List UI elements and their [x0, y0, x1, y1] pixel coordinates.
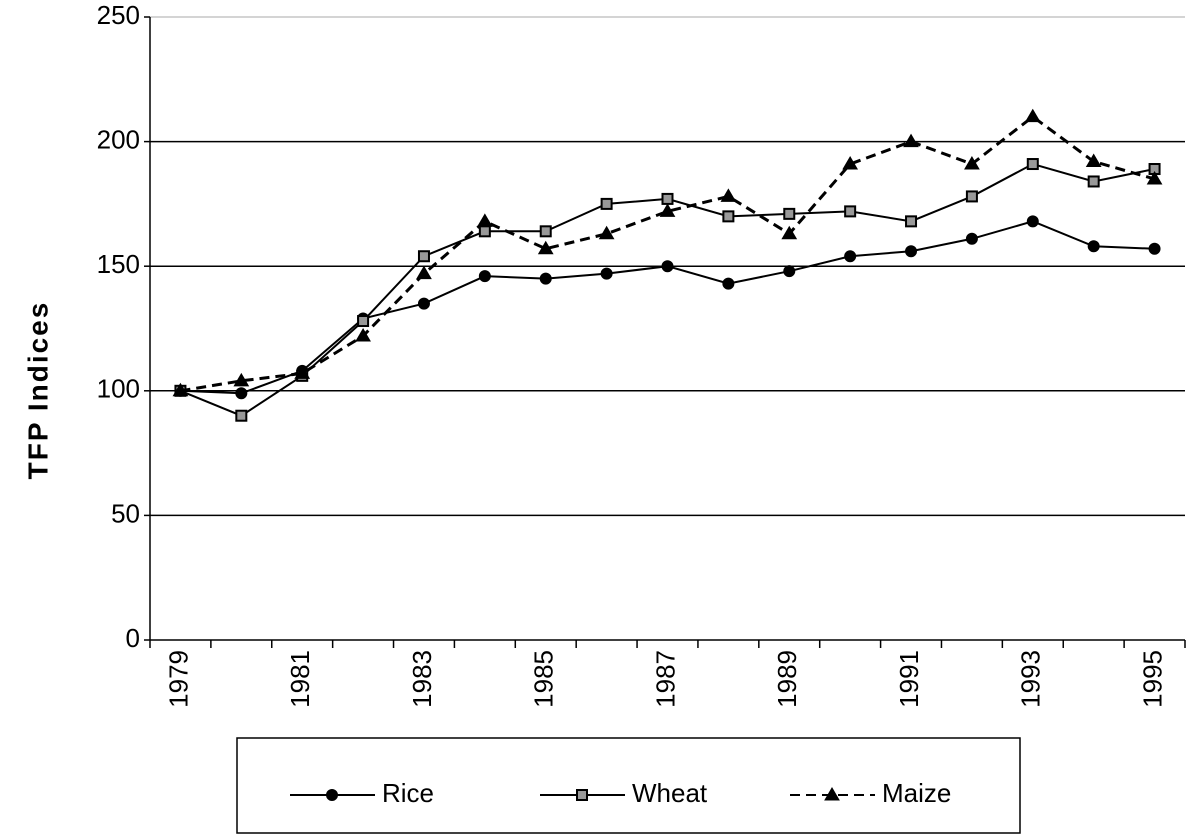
marker — [600, 197, 613, 210]
marker — [781, 225, 798, 240]
marker — [478, 225, 491, 238]
y-axis-title: TFP Indices — [22, 301, 53, 480]
marker — [1026, 158, 1039, 171]
marker — [417, 297, 430, 310]
y-tick-label: 100 — [97, 374, 140, 404]
marker — [722, 210, 735, 223]
marker — [357, 315, 370, 328]
marker — [1148, 242, 1161, 255]
marker — [1026, 215, 1039, 228]
marker — [903, 133, 919, 148]
marker — [233, 372, 250, 387]
marker — [842, 156, 859, 170]
marker — [600, 267, 613, 280]
marker — [844, 205, 857, 218]
marker — [539, 225, 552, 238]
marker — [964, 156, 980, 170]
marker — [355, 327, 371, 342]
x-tick-label: 1989 — [772, 650, 802, 708]
marker — [172, 382, 189, 397]
x-tick-label: 1983 — [407, 650, 437, 708]
marker — [294, 365, 311, 379]
marker — [661, 260, 674, 273]
marker — [235, 409, 248, 422]
marker — [416, 265, 432, 280]
x-tick-label: 1981 — [285, 650, 315, 708]
marker — [537, 240, 554, 255]
marker — [417, 250, 430, 263]
marker — [965, 232, 978, 245]
x-tick-label: 1985 — [529, 650, 559, 708]
x-tick-label: 1987 — [650, 650, 680, 708]
y-tick-label: 0 — [126, 623, 140, 653]
marker — [905, 215, 918, 228]
marker — [1085, 153, 1102, 168]
marker — [1024, 108, 1041, 123]
marker — [722, 277, 735, 290]
marker — [1146, 170, 1163, 185]
marker — [1087, 240, 1100, 253]
marker — [824, 787, 840, 801]
marker — [478, 270, 491, 283]
marker — [661, 192, 674, 205]
marker — [598, 225, 615, 240]
y-tick-label: 50 — [111, 498, 140, 528]
marker — [1087, 175, 1100, 188]
y-tick-label: 200 — [97, 124, 140, 154]
series-line — [180, 220, 1155, 395]
legend-box — [236, 737, 1021, 834]
marker — [844, 250, 857, 263]
marker — [965, 190, 978, 203]
marker — [783, 265, 796, 278]
x-tick-label: 1995 — [1137, 650, 1167, 708]
marker — [720, 188, 737, 202]
marker — [905, 245, 918, 258]
marker — [476, 213, 493, 227]
x-tick-label: 1979 — [163, 650, 193, 708]
x-tick-label: 1993 — [1016, 650, 1046, 708]
legend-label: Wheat — [632, 778, 708, 808]
marker — [326, 789, 338, 801]
marker — [783, 207, 796, 220]
marker — [539, 272, 552, 285]
x-tick-label: 1991 — [894, 650, 924, 708]
legend-label: Rice — [382, 778, 434, 808]
marker — [659, 203, 676, 217]
marker — [235, 387, 248, 400]
y-tick-label: 250 — [97, 0, 140, 30]
y-tick-label: 150 — [97, 249, 140, 279]
legend-label: Maize — [882, 778, 951, 808]
marker — [576, 789, 588, 801]
